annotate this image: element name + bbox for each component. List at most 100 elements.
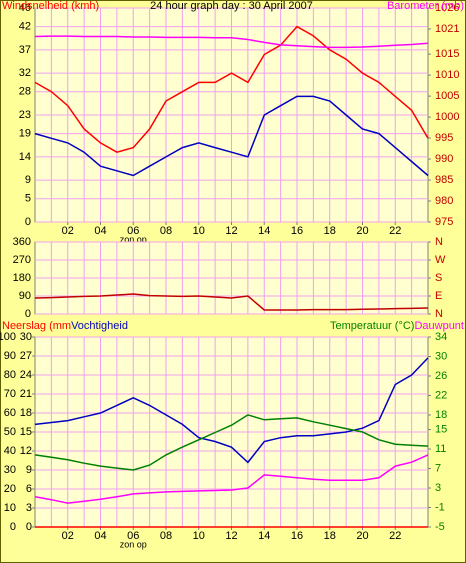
y3-tick-label: 6 xyxy=(26,483,32,495)
x-tick-label: 16 xyxy=(291,225,303,237)
x-tick-label: 04 xyxy=(94,530,106,542)
x-tick-label: 04 xyxy=(94,225,106,237)
y2-tick-label: 1010 xyxy=(435,69,459,81)
y2-tick-label: 1021 xyxy=(435,23,459,35)
y2-tick-label: N xyxy=(435,236,443,248)
x-tick-label: 02 xyxy=(62,530,74,542)
x-tick-label: 18 xyxy=(324,225,336,237)
x-tick-label: 06 xyxy=(127,225,139,237)
series-line xyxy=(34,357,429,464)
y3-tick-label: 3 xyxy=(26,502,32,514)
x-tick-label: 22 xyxy=(389,225,401,237)
y-tick-label: 0 xyxy=(10,521,16,533)
series-line xyxy=(34,95,429,177)
x-tick-label: 08 xyxy=(160,530,172,542)
y-tick-label: 42 xyxy=(19,21,31,33)
y-tick-label: 90 xyxy=(19,290,31,302)
y2-tick-label: 975 xyxy=(435,216,453,228)
y-tick-label: 60 xyxy=(4,407,16,419)
y3-tick-label: 30 xyxy=(20,331,32,343)
y-tick-label: 30 xyxy=(4,464,16,476)
x-tick-label: 10 xyxy=(193,225,205,237)
legend-label: Barometer (mb) xyxy=(387,0,464,12)
series-line xyxy=(34,35,429,49)
y-tick-label: 40 xyxy=(4,445,16,457)
y-tick-label: 0 xyxy=(25,216,31,228)
y2-tick-label: 990 xyxy=(435,153,453,165)
y2-tick-label: 26 xyxy=(435,370,447,382)
y-tick-label: 90 xyxy=(4,350,16,362)
x-tick-label: 20 xyxy=(356,530,368,542)
y2-tick-label: W xyxy=(435,254,446,266)
x-tick-label: 22 xyxy=(389,530,401,542)
y3-tick-label: 24 xyxy=(20,369,32,381)
y-tick-label: 37 xyxy=(19,44,31,56)
legend-label: Vochtigheid xyxy=(71,320,128,332)
y2-tick-label: 34 xyxy=(435,331,447,343)
x-tick-label: 02 xyxy=(62,225,74,237)
x-tick-label: 10 xyxy=(193,530,205,542)
series-line xyxy=(34,293,429,311)
series-line xyxy=(34,414,429,471)
x-tick-label: 20 xyxy=(356,225,368,237)
y-tick-label: 23 xyxy=(19,109,31,121)
y-tick-label: 19 xyxy=(19,128,31,140)
y3-tick-label: 12 xyxy=(20,445,32,457)
annotation: zon op xyxy=(120,539,147,549)
y-tick-label: 360 xyxy=(13,236,31,248)
y-tick-label: 270 xyxy=(13,254,31,266)
y2-tick-label: 1000 xyxy=(435,111,459,123)
legend-label: Windsnelheid (kmh) xyxy=(2,0,99,12)
y-tick-label: 14 xyxy=(19,151,31,163)
y3-tick-label: 0 xyxy=(26,521,32,533)
y3-tick-label: 27 xyxy=(20,350,32,362)
legend-label: Neerslag (mm xyxy=(2,320,71,332)
y3-tick-label: 9 xyxy=(26,464,32,476)
y-tick-label: 50 xyxy=(4,426,16,438)
y-tick-label: 28 xyxy=(19,86,31,98)
annotation: zon op xyxy=(120,234,147,244)
y-tick-label: 5 xyxy=(25,193,31,205)
y2-tick-label: 3 xyxy=(435,482,441,494)
chart-title: 24 hour graph day : 30 April 2007 xyxy=(150,0,313,12)
x-tick-label: 14 xyxy=(258,225,270,237)
y2-tick-label: 15 xyxy=(435,423,447,435)
x-tick-label: 18 xyxy=(324,530,336,542)
y2-tick-label: -5 xyxy=(435,521,445,533)
y2-tick-label: 1026 xyxy=(435,2,459,14)
y2-tick-label: 18 xyxy=(435,409,447,421)
x-tick-label: 12 xyxy=(225,530,237,542)
y-tick-label: 10 xyxy=(4,502,16,514)
y2-tick-label: 11 xyxy=(435,443,446,455)
y2-tick-label: 30 xyxy=(435,350,447,362)
y2-tick-label: 22 xyxy=(435,389,447,401)
x-tick-label: 16 xyxy=(291,530,303,542)
x-tick-label: 08 xyxy=(160,225,172,237)
y-tick-label: 70 xyxy=(4,388,16,400)
x-tick-label: 12 xyxy=(225,225,237,237)
y2-tick-label: -1 xyxy=(435,501,445,513)
y2-tick-label: E xyxy=(435,290,442,302)
y2-tick-label: 980 xyxy=(435,195,453,207)
y-tick-label: 9 xyxy=(25,174,31,186)
x-tick-label: 06 xyxy=(127,530,139,542)
y2-tick-label: S xyxy=(435,272,442,284)
y3-tick-label: 21 xyxy=(20,388,32,400)
y-tick-label: 46 xyxy=(19,2,31,14)
y-tick-label: 80 xyxy=(4,369,16,381)
y2-tick-label: 1005 xyxy=(435,90,459,102)
y-tick-label: 180 xyxy=(13,272,31,284)
y-tick-label: 100 xyxy=(0,331,16,343)
y2-tick-label: N xyxy=(435,308,443,320)
y2-tick-label: 985 xyxy=(435,174,453,186)
legend-label: Dauwpunt xyxy=(414,320,464,332)
y-tick-label: 32 xyxy=(19,67,31,79)
y-tick-label: 20 xyxy=(4,483,16,495)
legend-label: Temperatuur (°C) xyxy=(330,320,414,332)
series-line xyxy=(34,454,429,504)
y-tick-label: 0 xyxy=(25,308,31,320)
y3-tick-label: 15 xyxy=(20,426,32,438)
x-tick-label: 14 xyxy=(258,530,270,542)
y2-tick-label: 1015 xyxy=(435,48,459,60)
